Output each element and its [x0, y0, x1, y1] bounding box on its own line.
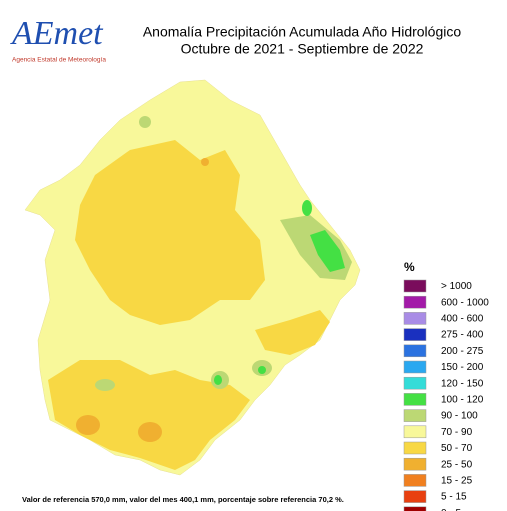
region	[139, 116, 151, 128]
legend-label: 5 - 15	[441, 492, 467, 503]
legend-swatch	[403, 425, 427, 439]
region	[75, 140, 265, 325]
legend-swatch	[403, 441, 427, 455]
region	[310, 230, 345, 272]
legend-swatch	[403, 376, 427, 390]
legend-label: 100 - 120	[441, 395, 484, 406]
legend-swatch	[403, 409, 427, 422]
legend-label: 400 - 600	[441, 314, 484, 325]
legend-swatch	[403, 312, 427, 325]
legend-swatch	[403, 474, 427, 487]
legend-label: 25 - 50	[441, 459, 473, 470]
legend-label: 120 - 150	[441, 378, 484, 389]
legend-swatch	[403, 295, 427, 309]
legend-label: 150 - 200	[441, 362, 484, 373]
legend-swatch	[403, 279, 427, 293]
region	[255, 310, 330, 355]
region	[201, 158, 209, 166]
legend-label: 50 - 70	[441, 443, 473, 454]
legend-swatch	[403, 490, 427, 503]
title-line: Anomalía Precipitación Acumulada Año Hid…	[143, 24, 462, 40]
region	[138, 422, 162, 442]
region	[95, 379, 115, 391]
logo-subtitle: Agencia Estatal de Meteorología	[12, 57, 106, 64]
map	[24, 79, 361, 476]
region	[76, 415, 100, 435]
legend-label: 70 - 90	[441, 427, 473, 438]
legend-label: 200 - 275	[441, 346, 484, 357]
region	[214, 375, 222, 385]
region	[302, 200, 312, 216]
legend-swatch	[403, 360, 427, 374]
legend-label: 15 - 25	[441, 476, 473, 487]
logo: AEmet	[10, 15, 104, 52]
legend-label: 90 - 100	[441, 411, 478, 422]
legend-label: 275 - 400	[441, 330, 484, 341]
legend-swatch	[403, 344, 427, 358]
legend-title: %	[404, 260, 415, 274]
footer: Valor de referencia 570,0 mm, valor del …	[22, 495, 344, 504]
legend-swatch	[403, 506, 427, 511]
legend-label: 600 - 1000	[441, 297, 489, 308]
title-line: Octubre de 2021 - Septiembre de 2022	[181, 41, 424, 57]
legend-label: > 1000	[441, 281, 472, 292]
legend-label: 0 - 5	[441, 508, 461, 511]
legend-swatch	[403, 393, 427, 406]
region	[258, 366, 266, 374]
legend-swatch	[403, 328, 427, 341]
legend-swatch	[403, 457, 427, 471]
